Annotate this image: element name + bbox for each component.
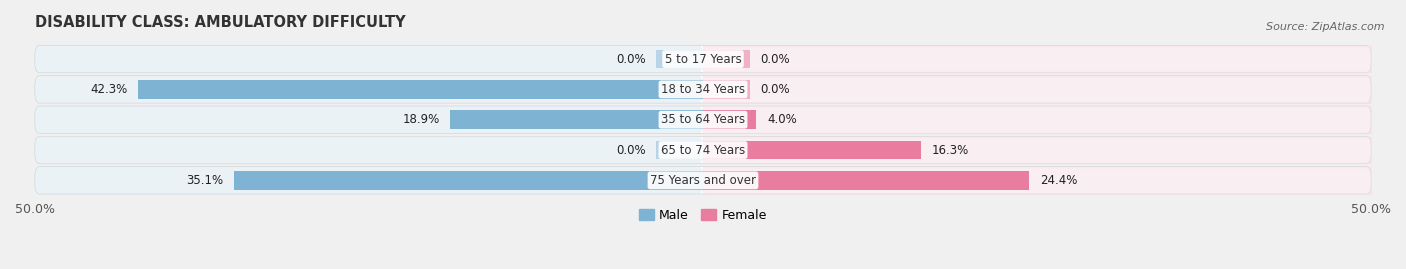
FancyBboxPatch shape [35,45,703,73]
FancyBboxPatch shape [35,76,703,103]
FancyBboxPatch shape [35,136,1371,164]
Bar [703,110,756,129]
Text: 4.0%: 4.0% [768,113,797,126]
Text: DISABILITY CLASS: AMBULATORY DIFFICULTY: DISABILITY CLASS: AMBULATORY DIFFICULTY [35,15,405,30]
Text: 18.9%: 18.9% [402,113,440,126]
FancyBboxPatch shape [35,167,703,194]
Bar [703,171,1029,190]
Bar [703,80,749,99]
Text: 18 to 34 Years: 18 to 34 Years [661,83,745,96]
FancyBboxPatch shape [35,136,703,164]
FancyBboxPatch shape [35,45,1371,73]
Text: 35 to 64 Years: 35 to 64 Years [661,113,745,126]
Text: 0.0%: 0.0% [616,52,645,66]
Text: Source: ZipAtlas.com: Source: ZipAtlas.com [1267,22,1385,31]
Bar [703,50,749,69]
Text: 24.4%: 24.4% [1039,174,1077,187]
Text: 75 Years and over: 75 Years and over [650,174,756,187]
Text: 0.0%: 0.0% [616,144,645,157]
Text: 35.1%: 35.1% [186,174,224,187]
FancyBboxPatch shape [35,167,1371,194]
Text: 5 to 17 Years: 5 to 17 Years [665,52,741,66]
Text: 16.3%: 16.3% [931,144,969,157]
Text: 65 to 74 Years: 65 to 74 Years [661,144,745,157]
Bar [233,171,703,190]
Bar [450,110,703,129]
Bar [703,141,921,160]
Bar [138,80,703,99]
FancyBboxPatch shape [35,76,1371,103]
Text: 0.0%: 0.0% [761,83,790,96]
Text: 0.0%: 0.0% [761,52,790,66]
Bar [657,141,703,160]
Bar [657,50,703,69]
FancyBboxPatch shape [35,106,703,133]
FancyBboxPatch shape [35,106,1371,133]
Legend: Male, Female: Male, Female [634,204,772,227]
Text: 42.3%: 42.3% [90,83,127,96]
